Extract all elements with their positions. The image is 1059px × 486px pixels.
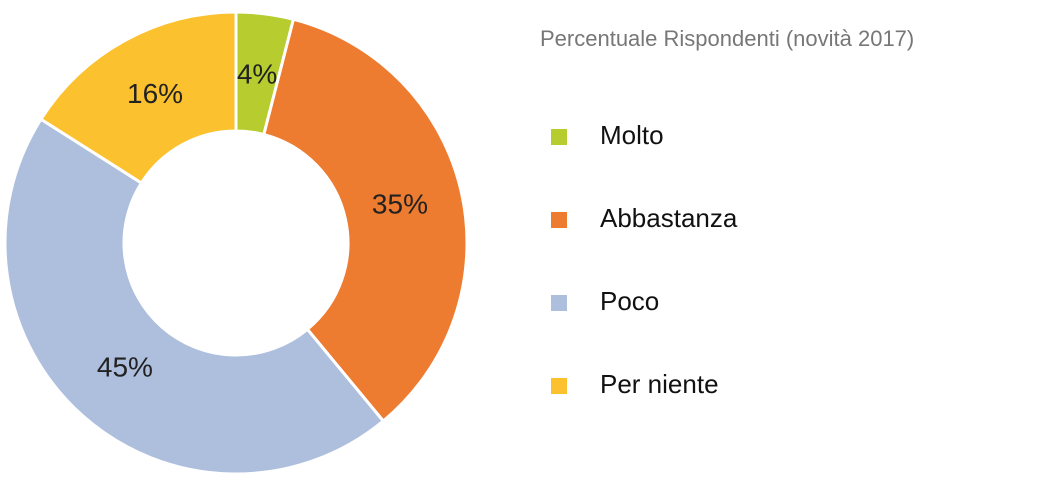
value-label: 16% (127, 78, 183, 109)
legend-label: Molto (600, 120, 664, 150)
legend-swatch (551, 129, 567, 145)
legend-swatch (551, 378, 567, 394)
value-label: 4% (237, 59, 277, 90)
legend-label: Poco (600, 286, 659, 316)
legend-label: Per niente (600, 369, 719, 399)
donut-slice (262, 17, 469, 424)
value-label: 35% (372, 189, 428, 220)
value-label: 45% (97, 351, 153, 382)
legend-swatch (551, 295, 567, 311)
chart-title: Percentuale Rispondenti (novità 2017) (540, 26, 914, 51)
donut-slice (38, 10, 238, 186)
legend-swatch (551, 212, 567, 228)
donut-slice (3, 117, 386, 476)
legend-label: Abbastanza (600, 203, 738, 233)
